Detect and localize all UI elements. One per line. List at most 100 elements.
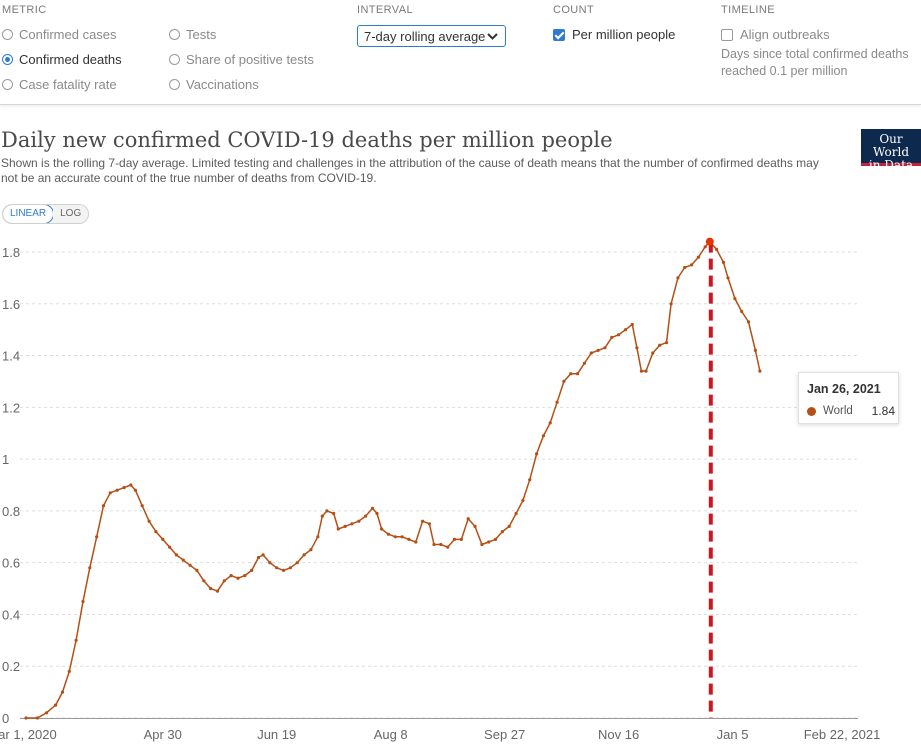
data-point — [541, 434, 546, 438]
interval-select[interactable]: 7-day rolling average — [357, 25, 506, 47]
data-point — [569, 372, 573, 376]
tooltip-date: Jan 26, 2021 — [807, 382, 881, 396]
data-point — [60, 690, 65, 694]
data-point — [54, 703, 58, 707]
data-point — [174, 553, 178, 557]
radio-unchecked-icon — [169, 54, 180, 65]
per-million-checkbox[interactable]: Per million people — [553, 27, 675, 42]
data-point — [473, 524, 477, 529]
metric-heading: METRIC — [2, 4, 47, 16]
data-point — [596, 348, 600, 352]
data-point — [320, 514, 324, 518]
data-point — [370, 506, 375, 510]
data-point — [309, 548, 313, 552]
data-point — [302, 553, 306, 557]
data-point — [147, 519, 151, 523]
data-point — [250, 568, 254, 573]
data-point — [129, 483, 133, 487]
data-point — [432, 542, 436, 547]
tooltip-value: 1.84 — [871, 404, 895, 418]
x-tick-label: Feb 22, 2021 — [804, 727, 881, 742]
y-tick-label: 1.4 — [2, 349, 20, 364]
data-point — [295, 561, 299, 565]
data-point — [726, 276, 730, 280]
data-point — [115, 488, 119, 492]
data-point — [610, 335, 614, 339]
data-point — [400, 535, 404, 539]
radio-checked-icon — [2, 54, 13, 65]
metric-confirmed-cases[interactable]: Confirmed cases — [2, 27, 117, 42]
data-point — [696, 255, 701, 259]
metric-option-label: Tests — [186, 27, 217, 42]
data-point — [414, 540, 418, 544]
data-point — [67, 669, 71, 674]
align-outbreaks-label: Align outbreaks — [740, 27, 830, 42]
metric-tests[interactable]: Tests — [169, 27, 216, 42]
x-tick-label: Sep 27 — [484, 727, 525, 742]
data-point — [589, 351, 593, 355]
data-point — [229, 574, 233, 578]
data-point — [576, 372, 580, 376]
align-outbreaks-checkbox[interactable]: Align outbreaks — [721, 27, 830, 42]
y-tick-label: 1.6 — [2, 297, 20, 312]
checkbox-unchecked-icon — [721, 28, 733, 41]
x-tick-label: Mar 1, 2020 — [0, 727, 57, 742]
data-point — [623, 328, 628, 332]
data-point — [555, 400, 559, 404]
metric-confirmed-deaths[interactable]: Confirmed deaths — [2, 52, 122, 67]
data-point — [630, 322, 634, 327]
data-point — [256, 555, 261, 560]
data-point — [753, 348, 758, 352]
data-point — [222, 579, 226, 583]
radio-unchecked-icon — [2, 79, 13, 90]
logo-line-2: in Data — [868, 158, 914, 172]
metric-case-fatality-rate[interactable]: Case fatality rate — [2, 77, 117, 92]
checkbox-checked-icon — [553, 28, 565, 41]
series-world — [24, 240, 762, 720]
data-point — [535, 452, 539, 456]
data-point — [161, 537, 165, 542]
data-point — [275, 566, 279, 570]
data-point — [740, 309, 744, 314]
y-axis: 0 0.2 0.4 0.6 0.8 1 1.2 1.4 1.6 1.8 — [2, 245, 20, 726]
chart-title: Daily new confirmed COVID-19 deaths per … — [1, 128, 613, 152]
x-tick-label: Jun 19 — [257, 727, 296, 742]
data-point — [669, 302, 673, 306]
owid-logo[interactable]: Our World in Data — [861, 129, 921, 172]
data-point — [44, 711, 49, 715]
data-point — [733, 297, 737, 301]
log-scale-button[interactable]: LOG — [53, 205, 89, 223]
data-point — [644, 369, 648, 373]
data-point — [514, 511, 518, 516]
x-tick-label: Jan 5 — [717, 727, 749, 742]
tooltip-row: World 1.84 — [807, 404, 895, 418]
data-point — [181, 558, 185, 562]
data-point — [282, 568, 286, 573]
metric-option-label: Confirmed cases — [19, 27, 117, 42]
interval-select-value: 7-day rolling average — [364, 28, 486, 44]
data-point — [683, 265, 687, 270]
data-point — [562, 379, 566, 383]
data-point — [617, 333, 621, 337]
x-tick-label: Apr 30 — [144, 727, 182, 742]
metric-share-positive-tests[interactable]: Share of positive tests — [169, 52, 314, 67]
metric-option-label: Vaccinations — [186, 77, 259, 92]
chart-controls: METRIC Confirmed cases Confirmed deaths … — [0, 0, 921, 105]
data-point — [651, 351, 655, 355]
data-point — [350, 522, 354, 526]
y-tick-label: 1 — [2, 452, 9, 467]
data-point — [721, 260, 726, 264]
metric-vaccinations[interactable]: Vaccinations — [169, 77, 259, 92]
data-point — [393, 535, 397, 539]
data-point — [746, 320, 751, 324]
data-point — [758, 369, 762, 373]
metric-option-label: Case fatality rate — [19, 77, 117, 92]
data-point — [386, 532, 390, 536]
y-tick-label: 0.6 — [2, 556, 20, 571]
data-point — [466, 517, 470, 521]
data-point — [336, 527, 340, 531]
data-point — [439, 542, 443, 547]
data-point — [325, 509, 329, 513]
radio-unchecked-icon — [169, 79, 180, 90]
